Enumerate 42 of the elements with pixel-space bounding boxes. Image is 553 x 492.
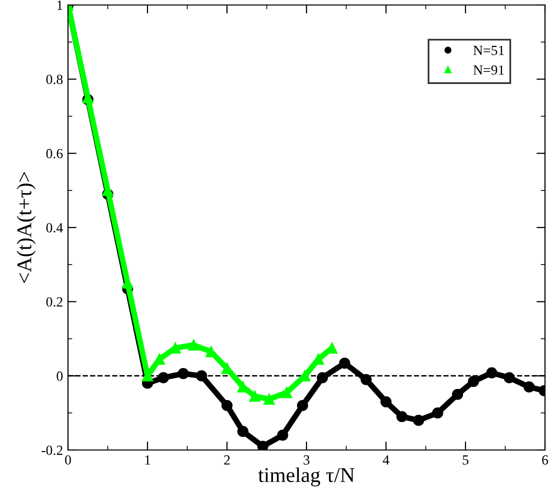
- y-tick-label: 0.6: [46, 148, 63, 158]
- point: [188, 340, 200, 351]
- point: [504, 372, 515, 384]
- x-tick-label: 2: [224, 455, 230, 464]
- point: [257, 440, 268, 450]
- x-axis-title: timelag τ/N: [258, 467, 354, 486]
- y-tick-label: 0.2: [46, 297, 62, 307]
- point: [339, 358, 350, 369]
- point: [196, 370, 208, 382]
- y-tick-label: -0.2: [42, 446, 62, 456]
- x-tick-label: 5: [462, 455, 468, 465]
- point: [486, 367, 498, 378]
- point: [360, 374, 372, 386]
- point: [413, 414, 424, 426]
- point: [396, 411, 408, 422]
- point: [380, 396, 392, 408]
- x-tick-label: 6: [542, 455, 548, 465]
- point: [264, 394, 275, 405]
- point: [249, 390, 260, 402]
- point: [468, 376, 480, 387]
- point: [178, 368, 189, 380]
- point: [221, 400, 233, 412]
- y-tick-label: 0.4: [46, 223, 63, 233]
- point: [281, 386, 292, 398]
- point: [296, 400, 308, 412]
- point: [158, 372, 169, 384]
- point: [524, 381, 535, 393]
- x-tick-label: 4: [382, 455, 390, 464]
- y-tick-label: 0.8: [46, 74, 63, 84]
- y-axis-title: <A(t)A(t+τ)>: [16, 172, 36, 283]
- y-tick-label: 1: [57, 0, 62, 10]
- point: [316, 372, 328, 384]
- legend-label: N=51: [473, 46, 504, 56]
- point: [452, 388, 464, 400]
- legend-label: N=91: [473, 65, 504, 75]
- point: [237, 426, 248, 438]
- x-tick-label: 3: [304, 455, 310, 465]
- point: [277, 430, 288, 441]
- y-tick-label: 0: [56, 371, 63, 381]
- x-tick-label: 1: [145, 455, 150, 464]
- point: [432, 407, 444, 418]
- x-tick-label: 0: [65, 455, 71, 465]
